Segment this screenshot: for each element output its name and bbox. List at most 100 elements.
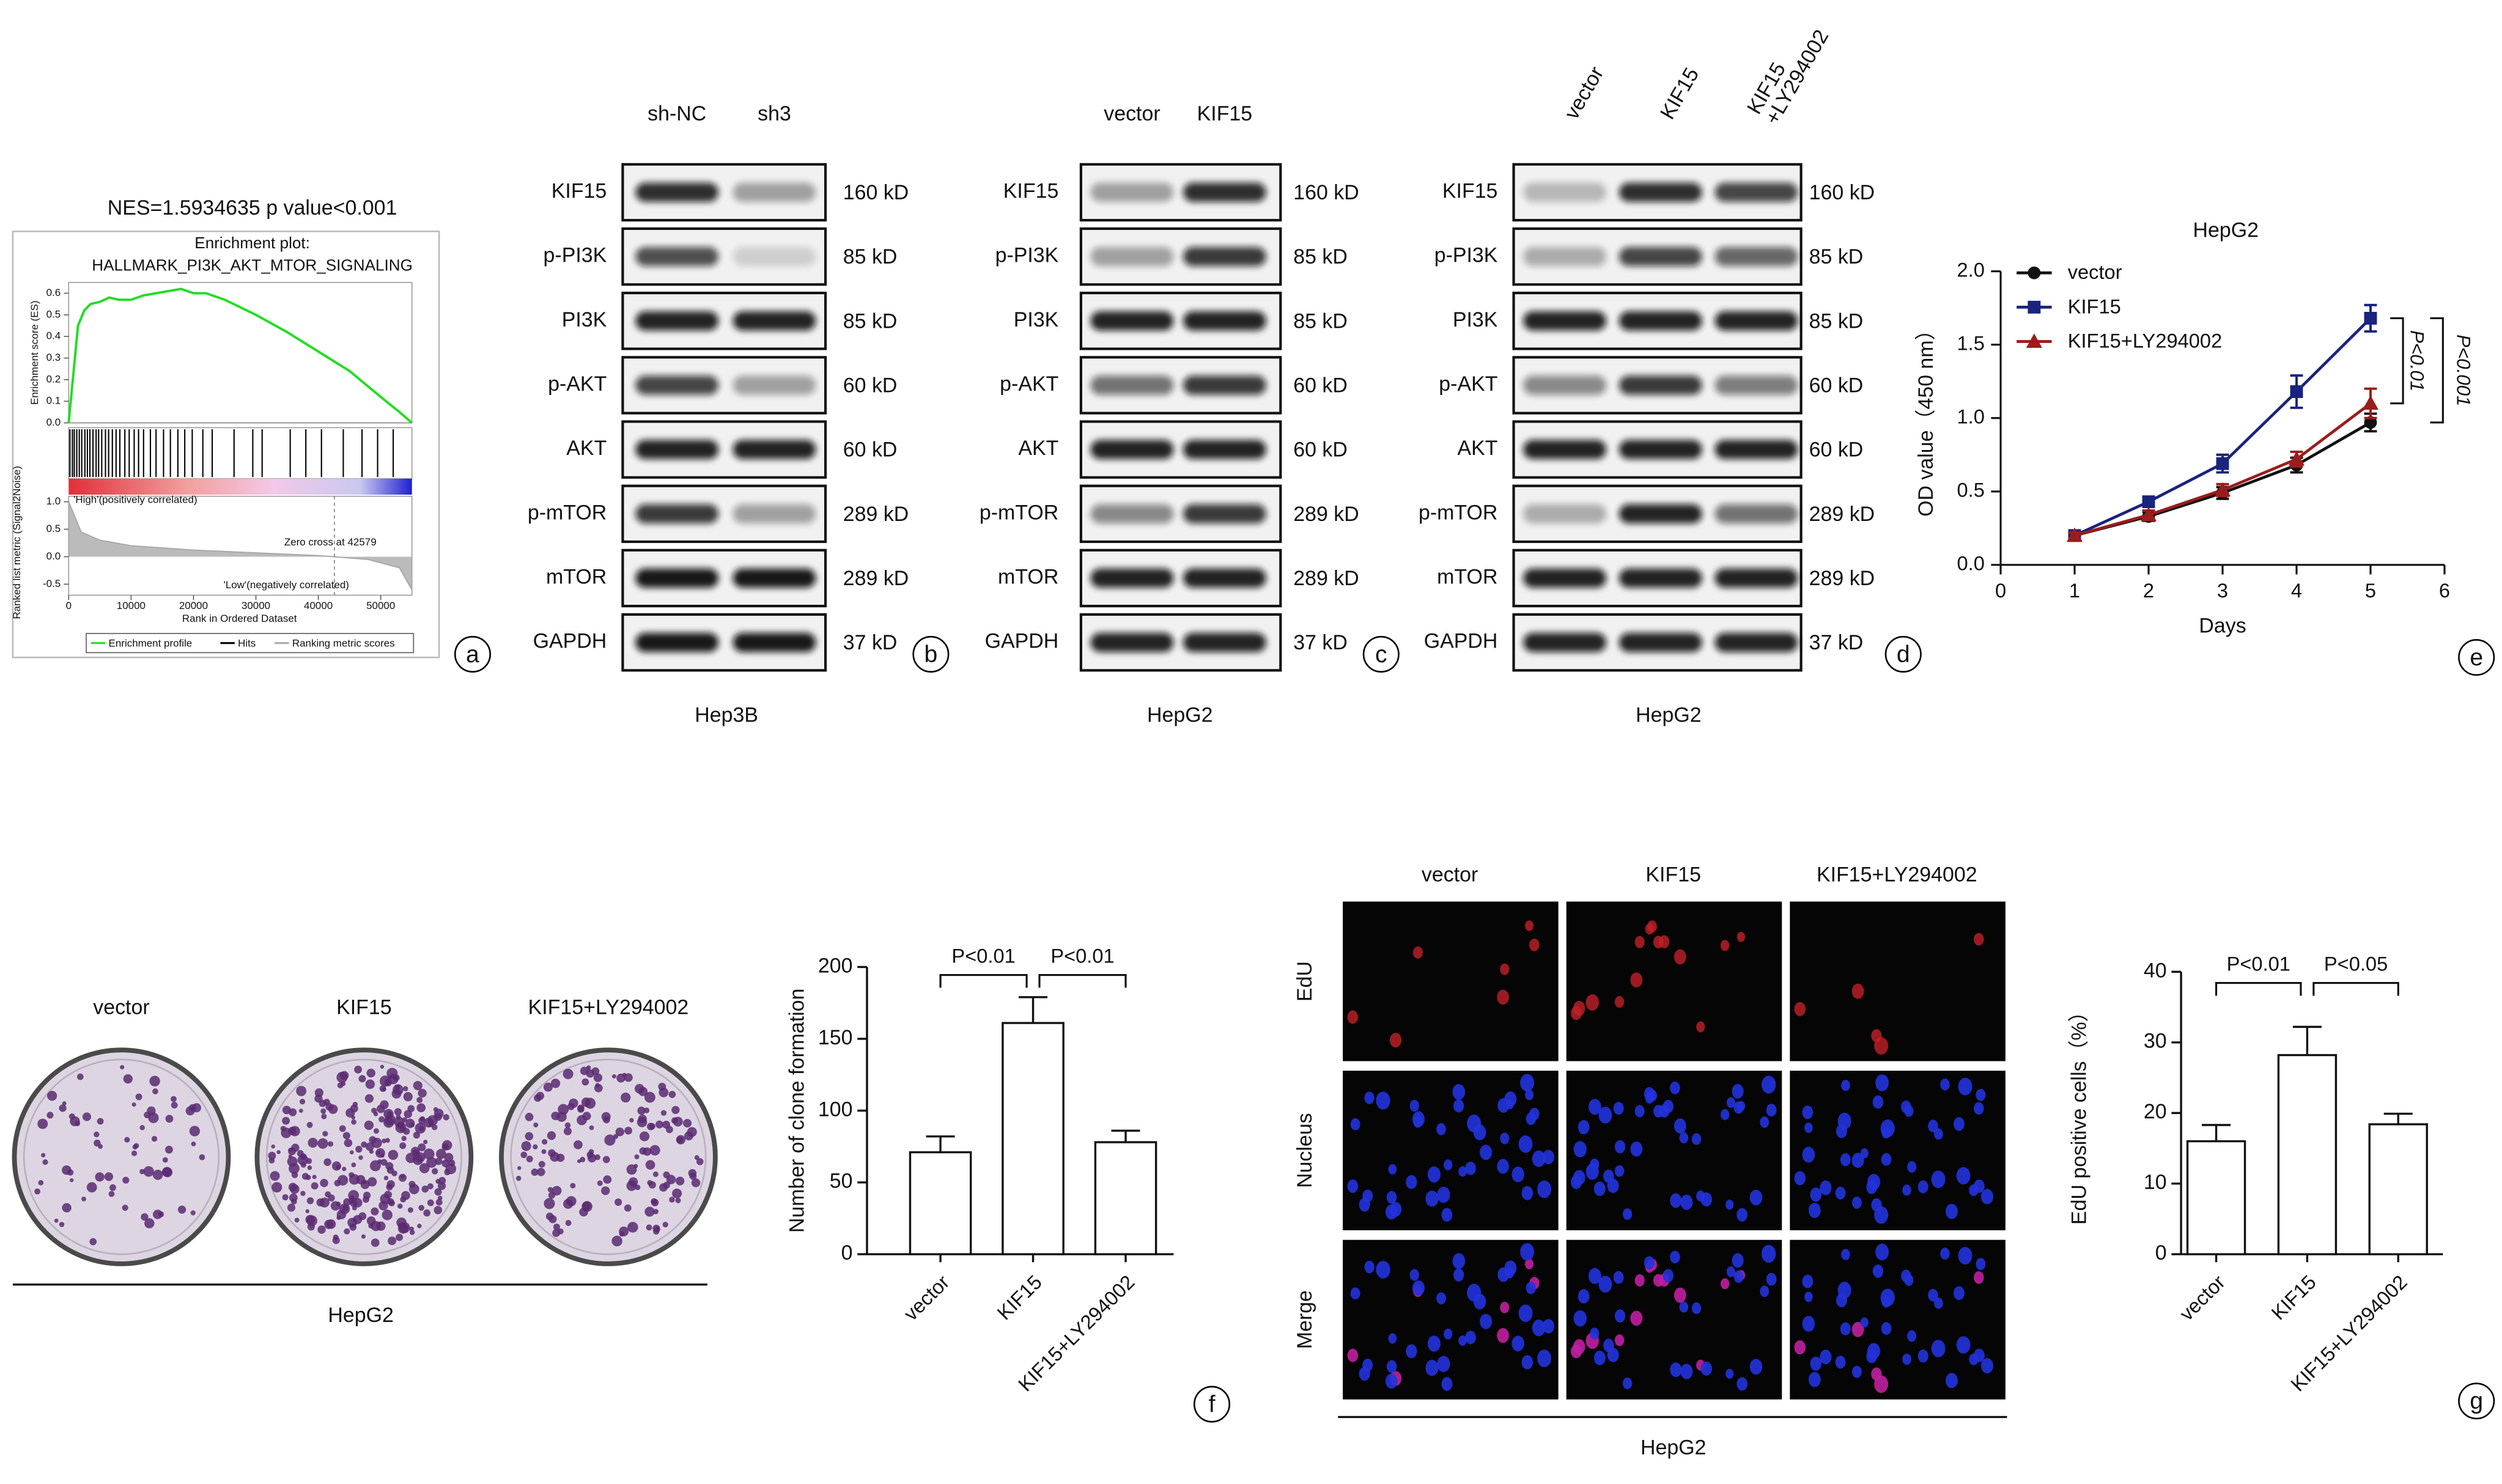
colony — [382, 1139, 386, 1143]
nucleus — [1480, 1145, 1493, 1161]
colony — [171, 1101, 178, 1109]
group-label: KIF15 — [336, 995, 392, 1019]
colony — [97, 1118, 104, 1125]
nucleus — [1802, 1106, 1814, 1120]
nucleus — [1933, 1128, 1943, 1140]
colony — [289, 1193, 298, 1202]
colony — [199, 1154, 205, 1161]
nucleus — [1350, 1118, 1360, 1131]
colony — [162, 1157, 168, 1163]
colony — [624, 1204, 632, 1212]
colony — [271, 1182, 282, 1193]
nucleus — [1766, 1272, 1777, 1286]
lane-label: sh3 — [758, 102, 791, 125]
colony — [320, 1179, 328, 1187]
colony — [644, 1206, 655, 1217]
column-label: KIF15 — [1645, 863, 1701, 887]
colony — [574, 1140, 583, 1150]
y2-tick-label: 0.5 — [46, 523, 61, 534]
band — [1090, 632, 1174, 652]
nucleus — [1670, 1193, 1682, 1208]
nucleus — [1881, 1127, 1891, 1139]
colony — [81, 1196, 86, 1202]
colony — [624, 1073, 633, 1082]
nucleus — [1412, 1280, 1425, 1296]
colony — [577, 1104, 585, 1112]
nucleus — [1674, 949, 1686, 965]
nucleus — [1359, 1367, 1370, 1381]
colony — [400, 1196, 407, 1203]
legend-marker — [2026, 333, 2042, 348]
group-label: vector — [93, 995, 149, 1019]
column-label: KIF15+LY294002 — [1817, 863, 1977, 887]
nucleus — [1760, 1285, 1769, 1298]
nucleus — [1521, 1355, 1533, 1370]
colony — [144, 1112, 151, 1118]
bar — [2186, 1140, 2246, 1255]
colony — [108, 1191, 115, 1197]
colony — [300, 1162, 306, 1168]
band — [1183, 440, 1266, 459]
nucleus — [1425, 1359, 1439, 1376]
legend-label: Enrichment profile — [109, 637, 193, 649]
rank-colorbar — [68, 478, 412, 495]
size-label: 60 kD — [843, 374, 898, 397]
colony — [191, 1142, 196, 1146]
nucleus — [1732, 1253, 1744, 1268]
colony — [582, 1112, 591, 1121]
cell-line-label: HepG2 — [328, 1304, 394, 1327]
colony — [581, 1078, 589, 1086]
band — [635, 182, 719, 202]
x-tick-label: 10000 — [117, 600, 146, 611]
y-tick-label: 0 — [841, 1241, 853, 1264]
colony — [383, 1175, 389, 1181]
band — [1183, 182, 1266, 202]
colony — [655, 1120, 663, 1129]
nucleus — [1875, 1243, 1889, 1261]
band — [1090, 504, 1174, 523]
point — [2290, 385, 2303, 398]
protein-label: GAPDH — [533, 630, 607, 653]
colony — [325, 1191, 331, 1198]
band — [1618, 504, 1702, 523]
y-tick-label: 100 — [818, 1098, 853, 1121]
colony — [396, 1233, 404, 1241]
nucleus — [1630, 972, 1643, 987]
protein-label: AKT — [1457, 437, 1497, 460]
colony — [601, 1186, 610, 1195]
nucleus — [1427, 1335, 1441, 1352]
band — [1714, 375, 1798, 395]
y-tick-label: 0.6 — [46, 287, 61, 298]
x-tick-label: 40000 — [304, 600, 333, 611]
nucleus — [1480, 1313, 1493, 1329]
colony — [688, 1168, 697, 1178]
nucleus — [1836, 1124, 1847, 1139]
protein-label: mTOR — [546, 565, 607, 588]
nucleus — [1386, 1360, 1397, 1373]
nucleus — [1874, 1037, 1889, 1055]
nucleus — [1732, 1083, 1744, 1099]
nucleus — [1359, 1197, 1370, 1212]
x-tick-label: 50000 — [366, 600, 395, 611]
panel-letter: g — [2470, 1388, 2483, 1414]
colony — [418, 1205, 424, 1211]
colony — [582, 1202, 591, 1211]
colony — [341, 1081, 346, 1087]
y-tick-label: 0.1 — [46, 395, 61, 407]
y-tick-label: 40 — [2144, 959, 2167, 982]
colony — [300, 1191, 306, 1196]
nucleus — [1497, 1327, 1509, 1343]
nucleus — [1733, 1101, 1744, 1114]
colony — [311, 1182, 319, 1190]
nucleus — [1412, 1111, 1425, 1127]
nucleus — [1518, 1304, 1533, 1322]
colony — [691, 1178, 701, 1187]
band — [1618, 311, 1702, 331]
colony — [644, 1091, 655, 1103]
nucleus — [1670, 1250, 1680, 1264]
colony — [94, 1131, 100, 1137]
colony — [585, 1098, 596, 1109]
nucleus — [1945, 1203, 1958, 1219]
nucleus — [1867, 1343, 1881, 1359]
